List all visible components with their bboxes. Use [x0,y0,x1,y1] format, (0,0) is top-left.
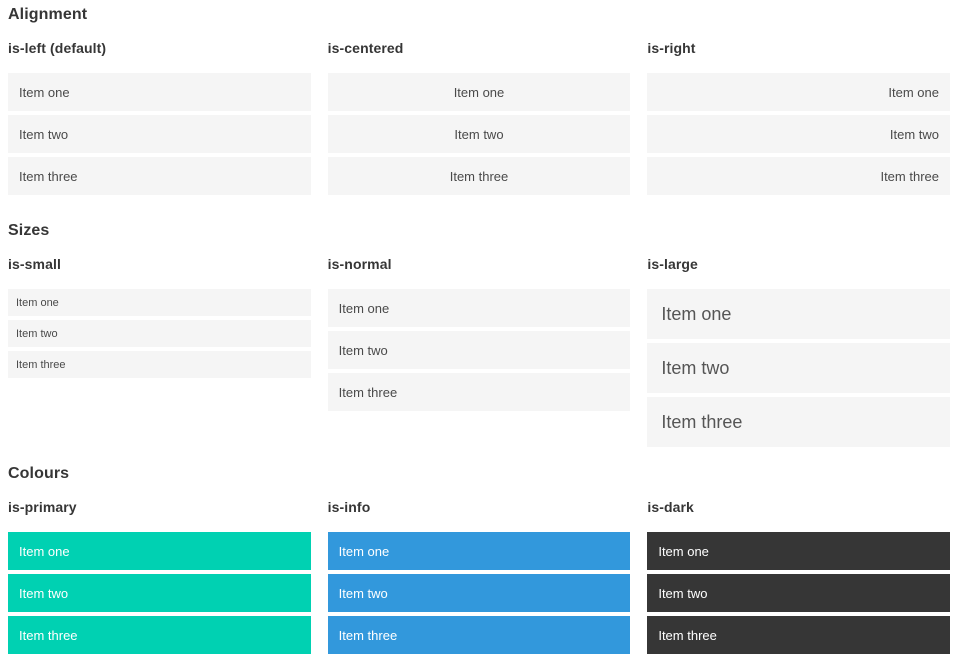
list-item: Item three [647,397,950,447]
list-item: Item three [647,616,950,654]
group-is-small: is-small Item one Item two Item three [8,256,311,382]
item-list-dark: Item one Item two Item three [647,532,950,654]
list-item: Item three [647,157,950,195]
item-list-small: Item one Item two Item three [8,289,311,378]
list-item: Item two [647,343,950,393]
list-item: Item one [647,73,950,111]
group-label-is-small: is-small [8,256,61,272]
item-list-left: Item one Item two Item three [8,73,311,195]
list-item: Item three [8,616,311,654]
list-item: Item two [647,574,950,612]
list-item: Item one [327,289,631,327]
list-item: Item three [8,157,311,195]
item-list-centered: Item one Item two Item three [327,73,631,195]
section-title-colours: Colours [8,465,70,482]
alignment-columns: is-left (default) Item one Item two Item… [8,40,950,199]
group-label-is-info: is-info [327,499,371,515]
group-is-large: is-large Item one Item two Item three [647,256,950,451]
colours-columns: is-primary Item one Item two Item three … [8,499,950,658]
list-item: Item three [327,616,631,654]
list-item: Item one [8,532,311,570]
group-label-is-dark: is-dark [647,499,694,515]
list-item: Item two [8,115,311,153]
group-label-is-large: is-large [647,256,698,272]
section-sizes: Sizes is-small Item one Item two Item th… [8,221,950,451]
list-item: Item two [327,574,631,612]
list-item: Item two [647,115,950,153]
item-list-primary: Item one Item two Item three [8,532,311,654]
group-label-is-primary: is-primary [8,499,77,515]
group-is-primary: is-primary Item one Item two Item three [8,499,311,658]
group-is-dark: is-dark Item one Item two Item three [647,499,950,658]
section-title-alignment: Alignment [8,6,88,23]
item-list-normal: Item one Item two Item three [327,289,631,411]
group-is-normal: is-normal Item one Item two Item three [327,256,631,415]
list-item: Item one [647,532,950,570]
group-label-is-centered: is-centered [327,40,404,56]
section-colours: Colours is-primary Item one Item two Ite… [8,464,950,658]
group-is-left: is-left (default) Item one Item two Item… [8,40,311,199]
group-label-is-left: is-left (default) [8,40,107,56]
list-item: Item one [8,73,311,111]
item-list-info: Item one Item two Item three [327,532,631,654]
list-item: Item three [8,351,311,378]
list-item: Item one [327,73,631,111]
section-title-sizes: Sizes [8,222,50,239]
sizes-columns: is-small Item one Item two Item three is… [8,256,950,451]
list-item: Item one [8,289,311,316]
list-item: Item two [8,574,311,612]
group-is-centered: is-centered Item one Item two Item three [327,40,631,199]
item-list-right: Item one Item two Item three [647,73,950,195]
list-item: Item three [327,157,631,195]
list-item: Item two [8,320,311,347]
list-item: Item one [327,532,631,570]
list-item: Item two [327,115,631,153]
list-item: Item three [327,373,631,411]
group-label-is-normal: is-normal [327,256,392,272]
list-item: Item one [647,289,950,339]
list-item: Item two [327,331,631,369]
group-is-right: is-right Item one Item two Item three [647,40,950,199]
section-alignment: Alignment is-left (default) Item one Ite… [8,5,950,199]
group-label-is-right: is-right [647,40,696,56]
group-is-info: is-info Item one Item two Item three [327,499,631,658]
item-list-large: Item one Item two Item three [647,289,950,447]
